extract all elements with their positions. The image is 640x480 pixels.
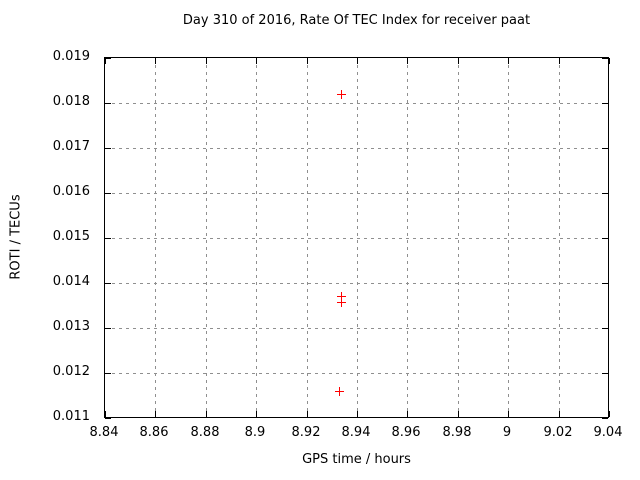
y-tick-left [105,373,111,374]
grid-line-y [105,103,608,104]
x-tick-bottom [256,411,257,417]
x-tick-label: 8.86 [139,425,169,440]
y-tick-right [602,58,608,59]
x-tick-top [508,58,509,64]
grid-line-x [256,58,257,417]
x-axis-label: GPS time / hours [302,452,411,467]
y-tick-label: 0.014 [52,274,90,289]
x-tick-label: 8.92 [291,425,321,440]
x-tick-label: 8.94 [341,425,371,440]
y-tick-label: 0.013 [52,319,90,334]
plot-area [104,57,610,419]
x-tick-top [458,58,459,64]
y-tick-label: 0.017 [52,139,90,154]
y-tick-right [602,418,608,419]
data-point-marker [337,292,347,301]
grid-line-x [458,58,459,417]
y-tick-left [105,238,111,239]
x-tick-bottom [206,411,207,417]
x-tick-label: 8.88 [190,425,220,440]
y-tick-right [602,193,608,194]
x-tick-bottom [609,411,610,417]
y-tick-right [602,238,608,239]
grid-line-y [105,283,608,284]
x-tick-label: 8.98 [442,425,472,440]
y-tick-right [602,373,608,374]
grid-line-y [105,193,608,194]
y-tick-label: 0.016 [52,184,90,199]
x-tick-top [307,58,308,64]
y-tick-left [105,103,111,104]
x-tick-label: 9 [502,425,512,440]
grid-line-x [508,58,509,417]
grid-line-y [105,328,608,329]
x-tick-top [256,58,257,64]
grid-line-x [559,58,560,417]
y-tick-left [105,283,111,284]
x-tick-bottom [357,411,358,417]
x-tick-top [105,58,106,64]
x-tick-top [609,58,610,64]
grid-line-y [105,148,608,149]
y-tick-left [105,193,111,194]
data-point-marker [337,297,347,307]
x-tick-bottom [155,411,156,417]
x-tick-top [155,58,156,64]
x-tick-bottom [105,411,106,417]
y-tick-right [602,283,608,284]
data-point-marker [337,89,347,99]
y-tick-label: 0.012 [52,364,90,379]
grid-line-x [357,58,358,417]
x-tick-label: 9.02 [543,425,573,440]
data-point-marker [334,386,344,396]
y-tick-label: 0.011 [52,409,90,424]
y-tick-label: 0.018 [52,94,90,109]
grid-line-y [105,373,608,374]
y-tick-left [105,148,111,149]
grid-line-x [307,58,308,417]
y-tick-right [602,328,608,329]
grid-line-x [155,58,156,417]
x-tick-top [357,58,358,64]
x-tick-label: 8.9 [244,425,266,440]
y-tick-right [602,148,608,149]
x-tick-bottom [307,411,308,417]
grid-line-x [206,58,207,417]
x-tick-bottom [508,411,509,417]
x-tick-label: 9.04 [593,425,623,440]
x-tick-bottom [458,411,459,417]
x-tick-bottom [407,411,408,417]
y-tick-label: 0.015 [52,229,90,244]
x-tick-bottom [559,411,560,417]
x-tick-label: 8.96 [391,425,421,440]
grid-line-x [407,58,408,417]
y-tick-left [105,58,111,59]
x-tick-label: 8.84 [89,425,119,440]
x-tick-top [407,58,408,64]
y-tick-right [602,103,608,104]
y-tick-left [105,418,111,419]
y-tick-left [105,328,111,329]
chart-title: Day 310 of 2016, Rate Of TEC Index for r… [182,13,531,28]
y-tick-label: 0.019 [52,49,90,64]
grid-line-y [105,238,608,239]
x-tick-top [206,58,207,64]
x-tick-top [559,58,560,64]
